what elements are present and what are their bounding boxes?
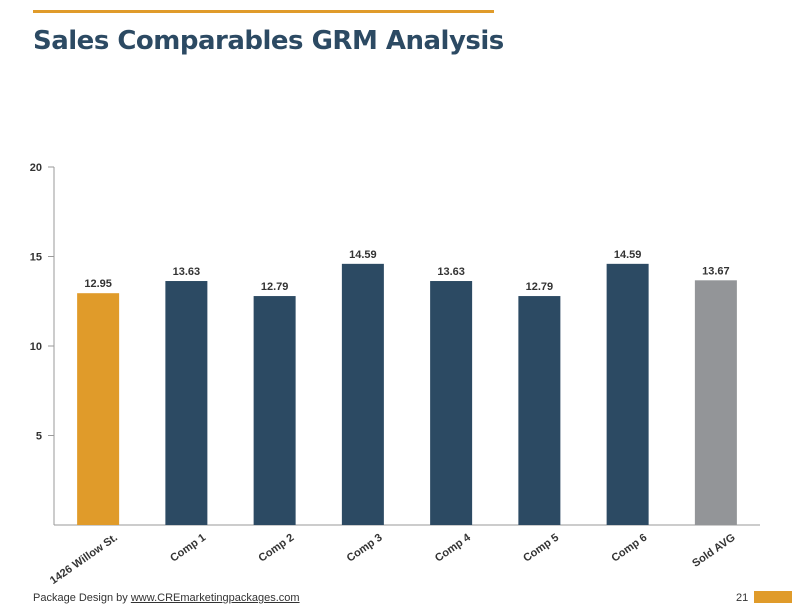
footer-link[interactable]: www.CREmarketingpackages.com <box>130 592 300 604</box>
footer-credit: Package Design by www.CREmarketingpackag… <box>33 592 300 604</box>
bar <box>341 263 384 525</box>
category-label: Comp 5 <box>521 532 561 565</box>
data-label: 13.63 <box>437 266 465 278</box>
data-label: 13.63 <box>173 266 201 278</box>
category-label: Comp 3 <box>345 532 385 565</box>
bar <box>430 281 473 525</box>
data-label: 14.59 <box>614 249 642 261</box>
category-label: Comp 4 <box>433 531 474 564</box>
bar <box>694 280 737 525</box>
footer-prefix: Package Design by <box>33 592 131 604</box>
y-tick-label: 20 <box>30 162 42 174</box>
bar <box>77 293 120 525</box>
page-tab-accent <box>754 591 792 603</box>
bar <box>253 296 296 525</box>
page-number: 21 <box>736 592 749 604</box>
data-label: 13.67 <box>702 265 730 277</box>
y-tick-label: 10 <box>30 341 42 353</box>
category-label: Sold AVG <box>690 532 737 570</box>
y-tick-label: 15 <box>30 252 42 264</box>
data-label: 12.79 <box>526 281 554 293</box>
category-label: Comp 6 <box>609 532 649 565</box>
page-title: Sales Comparables GRM Analysis <box>33 26 504 56</box>
bar <box>518 296 561 525</box>
category-label: Comp 2 <box>256 532 296 565</box>
category-label: 1426 Willow St. <box>48 532 120 587</box>
data-label: 14.59 <box>349 249 377 261</box>
data-label: 12.79 <box>261 281 289 293</box>
bar <box>165 281 208 525</box>
y-tick-label: 5 <box>36 431 42 443</box>
bar <box>606 263 649 525</box>
top-accent-rule <box>33 10 494 13</box>
data-label: 12.95 <box>84 278 112 290</box>
category-label: Comp 1 <box>168 532 208 565</box>
